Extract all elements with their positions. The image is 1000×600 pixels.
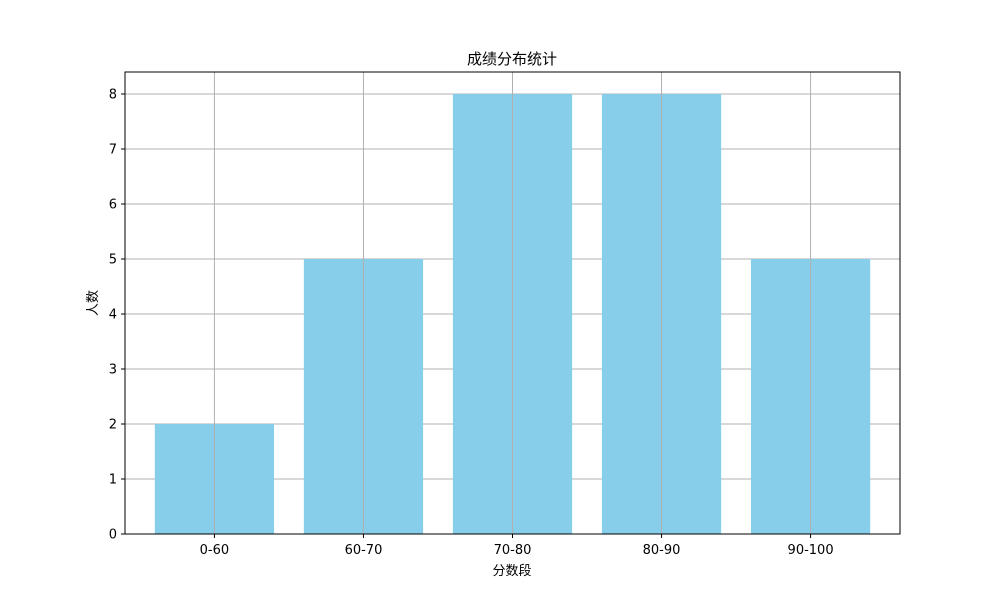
x-tick-label: 80-90 <box>643 543 681 558</box>
y-axis-ticks: 0 1 2 3 4 5 6 7 8 <box>109 88 125 543</box>
y-tick-label: 5 <box>109 253 117 268</box>
y-tick-label: 2 <box>109 418 117 433</box>
y-tick-label: 0 <box>109 528 117 543</box>
vertical-grid-lines <box>213 72 812 534</box>
x-tick-label: 60-70 <box>345 543 383 558</box>
x-tick-label: 0-60 <box>200 543 230 558</box>
chart-title: 成绩分布统计 <box>467 50 557 68</box>
y-tick-label: 3 <box>109 363 117 378</box>
y-tick-label: 8 <box>109 88 117 103</box>
y-tick-label: 6 <box>109 198 117 213</box>
y-tick-label: 7 <box>109 143 117 158</box>
x-axis-label: 分数段 <box>492 564 531 579</box>
y-tick-label: 4 <box>109 308 117 323</box>
x-axis-ticks: 0-60 60-70 70-80 80-90 90-100 <box>200 534 834 558</box>
x-tick-label: 90-100 <box>788 543 834 558</box>
y-axis-label: 人数 <box>86 290 101 316</box>
x-tick-label: 70-80 <box>494 543 532 558</box>
y-tick-label: 1 <box>109 473 117 488</box>
